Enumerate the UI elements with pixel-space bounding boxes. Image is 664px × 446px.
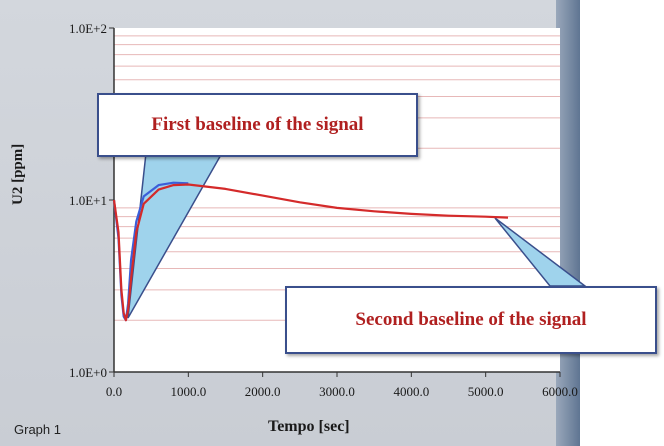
x-tick-label: 3000.0 [319, 384, 355, 399]
y-tick-label: 1.0E+1 [69, 193, 107, 208]
graph-label: Graph 1 [14, 422, 61, 437]
series-line [112, 183, 509, 322]
x-tick-label: 6000.0 [542, 384, 578, 399]
tick-labels: 1.0E+0 1.0E+1 1.0E+2 0.0 1000.0 2000.0 3000.0 4… [69, 21, 578, 399]
y-tick-label: 1.0E+2 [69, 21, 107, 36]
y-tick-label: 1.0E+0 [69, 365, 107, 380]
y-axis-title: U2 [ppm] [10, 143, 26, 205]
x-tick-label: 0.0 [106, 384, 122, 399]
x-axis-title: Tempo [sec] [268, 418, 350, 435]
x-tick-label: 4000.0 [393, 384, 429, 399]
x-tick-label: 1000.0 [170, 384, 206, 399]
series-group [112, 181, 509, 322]
callout-first-baseline: First baseline of the signal [97, 93, 418, 157]
x-tick-label: 5000.0 [468, 384, 504, 399]
callout-second-baseline: Second baseline of the signal [285, 286, 657, 354]
callout-1-pointer [127, 152, 224, 319]
x-tick-label: 2000.0 [245, 384, 281, 399]
